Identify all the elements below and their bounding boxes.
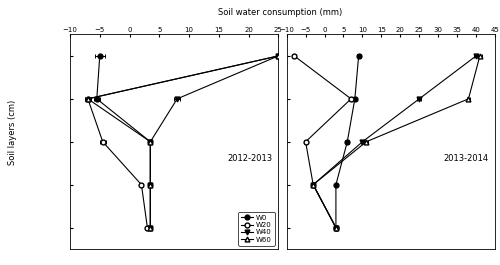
Text: 2013-2014: 2013-2014 [444, 154, 488, 164]
Text: Soil layers (cm): Soil layers (cm) [8, 100, 17, 165]
Text: Soil water consumption (mm): Soil water consumption (mm) [218, 8, 342, 17]
Legend: W0, W20, W40, W60: W0, W20, W40, W60 [238, 212, 275, 246]
Text: 2012-2013: 2012-2013 [227, 154, 272, 164]
